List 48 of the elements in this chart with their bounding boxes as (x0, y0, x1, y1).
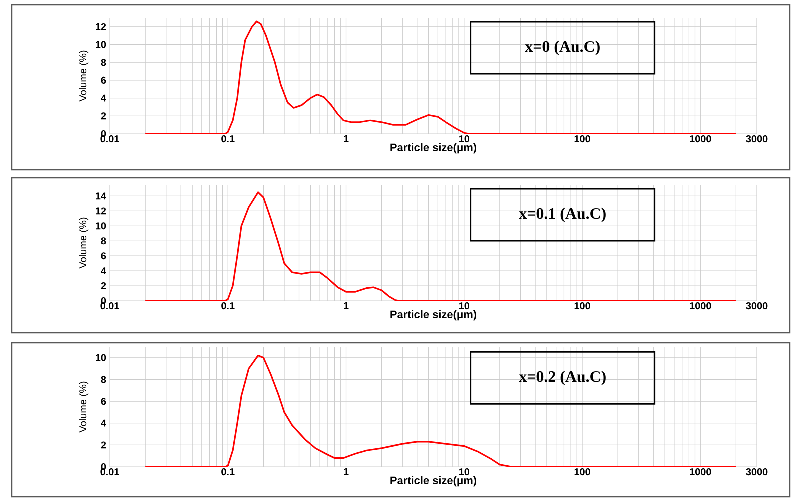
x-tick-label: 0.1 (222, 302, 235, 310)
y-axis-title: Volume (%) (79, 382, 89, 433)
y-tick-label: 8 (101, 376, 106, 384)
y-tick-label: 10 (96, 222, 106, 230)
y-tick-label: 4 (101, 94, 106, 102)
y-tick-label: 12 (96, 208, 106, 215)
x-tick-label: 10 (459, 468, 470, 476)
y-tick-label: 8 (101, 238, 106, 245)
x-tick-label: 1 (344, 302, 349, 310)
y-tick-label: 6 (101, 252, 106, 260)
y-tick-label: 4 (101, 268, 106, 274)
x-tick-label: 10 (459, 136, 470, 143)
y-tick-label: 2 (101, 282, 106, 290)
y-tick-label: 4 (101, 420, 106, 427)
x-tick-label: 1 (344, 468, 349, 476)
x-tick-label: 0.1 (222, 468, 235, 476)
x-tick-label: 100 (574, 468, 590, 476)
x-tick-label: 3000 (746, 302, 768, 310)
x-tick-label: 1000 (690, 468, 712, 476)
y-tick-label: 10 (96, 41, 106, 48)
x-tick-label: 1000 (690, 136, 712, 143)
y-tick-label: 14 (96, 192, 106, 200)
x-tick-label: 1 (344, 136, 349, 142)
x-tick-label: 3000 (746, 136, 768, 143)
x-axis-title: Particle size(μm) (390, 143, 477, 154)
y-tick-label: 2 (101, 112, 106, 120)
x-tick-label: 100 (574, 136, 590, 143)
annotation: x=0.1 (Au.C) (519, 208, 606, 222)
x-axis-title: Particle size(μm) (390, 310, 477, 321)
annotation: x=0 (Au.C) (525, 40, 600, 56)
y-tick-label: 8 (101, 59, 106, 66)
y-tick-label: 6 (101, 398, 106, 406)
x-axis-title: Particle size(μm) (390, 476, 477, 487)
y-tick-label: 12 (96, 23, 106, 30)
y-axis-title: Volume (%) (79, 50, 89, 102)
y-tick-label: 2 (101, 442, 106, 449)
x-tick-label: 0.01 (100, 468, 120, 476)
y-tick-label: 6 (101, 76, 106, 84)
x-tick-label: 0.1 (222, 136, 235, 143)
annotation: x=0.2 (Au.C) (519, 370, 606, 386)
x-tick-label: 10 (459, 302, 470, 310)
y-axis-title: Volume (%) (79, 218, 89, 269)
x-tick-label: 0.01 (100, 136, 120, 143)
x-tick-label: 100 (574, 302, 590, 310)
x-tick-label: 1000 (690, 302, 712, 310)
y-tick-label: 10 (96, 354, 106, 362)
x-tick-label: 0.01 (100, 302, 120, 310)
x-tick-label: 3000 (746, 468, 768, 476)
